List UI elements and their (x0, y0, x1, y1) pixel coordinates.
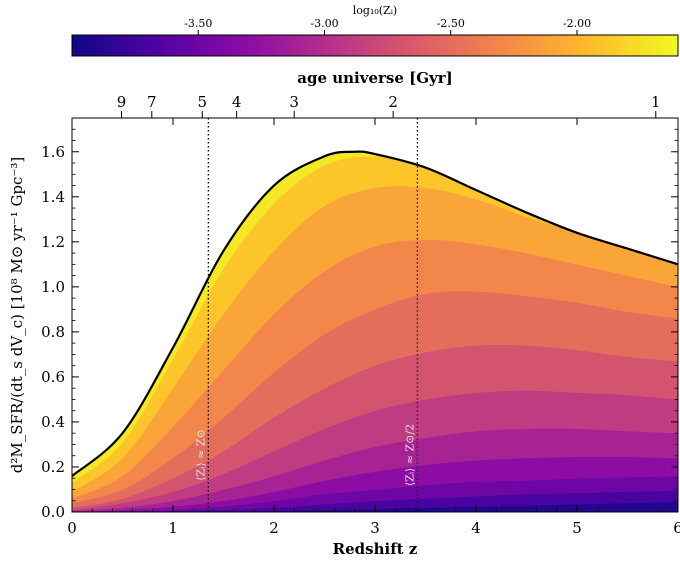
colorbar-label: log₁₀(Zᵢ) (353, 4, 397, 17)
top-axis-tick-label: 4 (232, 93, 242, 111)
y-axis-label: d²M_SFR/(dt_s dV_c) [10⁸ M⊙ yr⁻¹ Gpc⁻³] (8, 157, 26, 473)
y-axis-ticks: 0.0 0.2 0.4 0.6 0.8 1.0 1.2 1.4 1.6 (41, 128, 678, 521)
top-axis-tick-label: 1 (651, 93, 661, 111)
x-axis-ticks: 0 1 2 3 4 5 6 (67, 118, 680, 537)
y-tick-label: 0.8 (41, 323, 65, 341)
x-tick-label: 4 (471, 519, 481, 537)
colorbar-ticks: -3.50 -3.00 -2.50 -2.00 (184, 17, 591, 35)
top-axis: age universe [Gyr] 9 7 5 4 3 2 1 (117, 69, 661, 118)
reference-lines: ⟨Zᵢ⟩ ≈ Z⊙ ⟨Zᵢ⟩ ≈ Z⊙/2 (194, 118, 419, 512)
y-tick-label: 0.4 (41, 413, 65, 431)
colorbar-tick-label: -3.50 (184, 17, 212, 30)
y-tick-label: 1.2 (41, 233, 65, 251)
x-axis-label: Redshift z (333, 540, 418, 558)
y-tick-label: 0.2 (41, 458, 65, 476)
x-tick-label: 2 (269, 519, 279, 537)
y-tick-label: 1.0 (41, 278, 65, 296)
top-axis-tick-label: 2 (388, 93, 398, 111)
x-tick-label: 6 (673, 519, 680, 537)
x-tick-label: 3 (370, 519, 380, 537)
y-tick-label: 1.6 (41, 143, 65, 161)
x-tick-label: 5 (572, 519, 582, 537)
reference-line-label: ⟨Zᵢ⟩ ≈ Z⊙ (194, 429, 207, 481)
colorbar-gradient (71, 34, 679, 57)
total-sfr-curve (71, 150, 679, 477)
x-tick-label: 1 (168, 519, 178, 537)
y-tick-label: 1.4 (41, 188, 65, 206)
y-tick-label: 0.0 (41, 503, 65, 521)
top-axis-ticks: 9 7 5 4 3 2 1 (117, 93, 661, 118)
metallicity-bands (71, 152, 679, 513)
y-tick-label: 0.6 (41, 368, 65, 386)
colorbar-tick-label: -2.00 (563, 17, 591, 30)
top-axis-tick-label: 7 (147, 93, 157, 111)
top-axis-title: age universe [Gyr] (297, 69, 452, 87)
colorbar: log₁₀(Zᵢ) -3.50 -3.00 -2.50 -2.00 (71, 4, 679, 57)
x-tick-label: 0 (67, 519, 77, 537)
reference-line-label: ⟨Zᵢ⟩ ≈ Z⊙/2 (403, 424, 416, 486)
colorbar-tick-label: -2.50 (437, 17, 465, 30)
top-axis-tick-label: 9 (117, 93, 127, 111)
top-axis-tick-label: 3 (289, 93, 299, 111)
colorbar-tick-label: -3.00 (310, 17, 338, 30)
top-axis-tick-label: 5 (198, 93, 208, 111)
